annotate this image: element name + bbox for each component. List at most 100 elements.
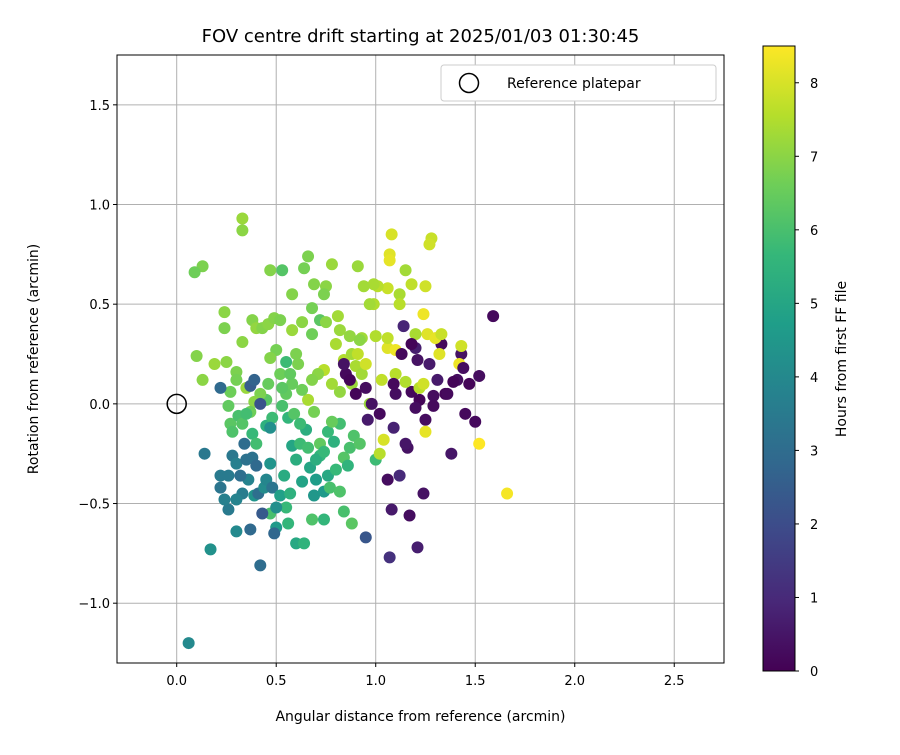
data-point — [196, 373, 209, 386]
colorbar-gradient — [762, 45, 796, 672]
colorbar-tick-label: 4 — [810, 371, 818, 386]
x-axis-ticks: 0.0 0.5 1.0 1.5 2.0 2.5 — [166, 663, 685, 689]
data-point — [284, 487, 297, 500]
data-point — [435, 328, 448, 341]
data-point — [387, 421, 400, 434]
data-point — [399, 375, 412, 388]
data-point — [236, 212, 249, 225]
data-point — [343, 373, 356, 386]
legend-marker-reference-platepar — [458, 72, 480, 94]
data-point — [343, 441, 356, 454]
colorbar-tick-label: 3 — [810, 444, 818, 459]
colorbar: 0 1 2 3 4 5 6 7 8 Hours from first FF file — [762, 45, 850, 680]
data-point — [403, 509, 416, 522]
data-point — [240, 453, 253, 466]
data-point — [351, 260, 364, 273]
data-point — [463, 377, 476, 390]
data-point — [230, 525, 243, 538]
data-point — [423, 357, 436, 370]
x-tick-label: 2.0 — [564, 674, 585, 689]
data-point — [264, 264, 277, 277]
data-point — [190, 350, 203, 363]
data-point — [455, 340, 468, 353]
data-point — [349, 387, 362, 400]
data-point — [419, 413, 432, 426]
data-point — [393, 288, 406, 301]
data-point — [214, 381, 227, 394]
data-point — [246, 427, 259, 440]
data-point — [381, 282, 394, 295]
data-point — [238, 437, 251, 450]
x-tick-label: 2.5 — [664, 674, 685, 689]
data-point — [230, 373, 243, 386]
data-point — [276, 399, 289, 412]
data-point — [296, 383, 309, 396]
data-point — [240, 407, 253, 420]
data-point — [343, 330, 356, 343]
data-point — [381, 332, 394, 345]
data-point — [302, 250, 315, 263]
data-point — [254, 397, 267, 410]
data-point — [359, 531, 372, 544]
data-point — [419, 425, 432, 438]
data-point — [409, 328, 422, 341]
data-point — [250, 437, 263, 450]
data-point — [317, 513, 330, 526]
data-point — [457, 361, 470, 374]
data-point — [329, 338, 342, 351]
data-point — [487, 310, 500, 323]
y-tick-label: 0.0 — [89, 398, 110, 413]
data-point — [399, 437, 412, 450]
data-point — [306, 302, 319, 315]
colorbar-tick-label: 2 — [810, 518, 818, 533]
data-point — [381, 473, 394, 486]
data-point — [329, 463, 342, 476]
data-point — [417, 308, 430, 321]
y-tick-label: 0.5 — [89, 298, 110, 313]
data-point — [473, 437, 486, 450]
data-point — [411, 353, 424, 366]
data-point — [292, 357, 305, 370]
data-point — [327, 435, 340, 448]
data-point — [302, 441, 315, 454]
colorbar-ticks: 0 1 2 3 4 5 6 7 8 — [795, 77, 818, 680]
y-tick-label: −0.5 — [78, 498, 110, 513]
data-point — [417, 487, 430, 500]
data-point — [306, 328, 319, 341]
data-point — [385, 503, 398, 516]
data-point — [423, 238, 436, 251]
data-point — [222, 469, 235, 482]
data-point — [222, 399, 235, 412]
colorbar-label: Hours from first FF file — [834, 281, 850, 437]
data-point — [405, 278, 418, 291]
chart-title: FOV centre drift starting at 2025/01/03 … — [202, 26, 640, 47]
data-point — [298, 537, 311, 550]
data-point — [274, 489, 287, 502]
data-point — [345, 517, 358, 530]
data-point — [427, 389, 440, 402]
data-point — [417, 377, 430, 390]
data-point — [387, 377, 400, 390]
data-point — [310, 453, 323, 466]
data-point — [286, 377, 299, 390]
data-point — [333, 485, 346, 498]
data-point — [308, 489, 321, 502]
data-point — [310, 473, 323, 486]
data-point — [431, 373, 444, 386]
data-point — [198, 447, 211, 460]
legend-box — [440, 64, 717, 102]
data-point — [361, 413, 374, 426]
data-point — [359, 381, 372, 394]
data-point — [427, 399, 440, 412]
data-point — [298, 262, 311, 275]
data-point — [383, 551, 396, 564]
data-point — [306, 373, 319, 386]
data-point — [433, 348, 446, 361]
data-point — [248, 373, 261, 386]
data-point — [290, 453, 303, 466]
data-point — [383, 254, 396, 267]
x-tick-label: 0.5 — [266, 674, 287, 689]
colorbar-tick-label: 0 — [810, 665, 818, 680]
